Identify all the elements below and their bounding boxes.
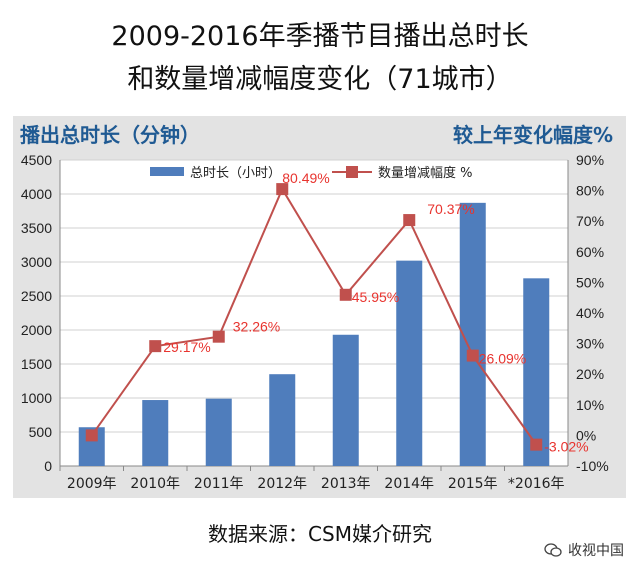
line-data-label: 70.37% [427, 201, 474, 217]
line-data-label: 80.49% [282, 170, 329, 186]
right-tick-label: -10% [576, 458, 609, 474]
left-tick-label: 0 [44, 458, 52, 474]
data-source: 数据来源：CSM媒介研究 [208, 522, 432, 546]
line-marker [276, 183, 289, 196]
line-marker [212, 330, 225, 343]
chart-title-line2: 和数量增减幅度变化（71城市） [127, 64, 513, 95]
left-tick-label: 3000 [21, 254, 52, 270]
right-tick-label: 40% [576, 305, 604, 321]
legend: 总时长（小时） 数量增减幅度 % [150, 165, 473, 181]
left-tick-label: 1000 [21, 390, 52, 406]
x-tick-label: 2009年 [67, 476, 117, 492]
bar [459, 202, 486, 466]
x-tick-label: 2013年 [321, 476, 371, 492]
bar [142, 400, 169, 466]
right-tick-label: 50% [576, 274, 604, 290]
right-tick-label: 70% [576, 213, 604, 229]
x-tick-label: 2014年 [384, 476, 434, 492]
line-data-label: 32.26% [233, 319, 280, 335]
right-tick-label: 10% [576, 397, 604, 413]
legend-bar-label: 总时长（小时） [190, 166, 281, 181]
line-data-label: -3.02% [544, 439, 588, 455]
wechat-icon [544, 543, 562, 557]
right-axis-heading: 较上年变化幅度% [452, 123, 613, 147]
legend-bar-swatch [150, 167, 184, 176]
plot-area [60, 160, 568, 466]
right-tick-label: 0% [576, 427, 596, 443]
growth-line [90, 186, 538, 446]
line-marker [403, 214, 416, 227]
line-marker [85, 429, 98, 442]
x-tick-label: 2010年 [130, 476, 180, 492]
left-tick-label: 1500 [21, 356, 52, 372]
line-data-label: 26.09% [479, 351, 526, 367]
watermark-text: 收视中国 [568, 543, 624, 559]
legend-line-label: 数量增减幅度 % [378, 165, 473, 181]
left-tick-label: 4500 [21, 152, 52, 168]
left-axis-heading: 播出总时长（分钟） [20, 123, 200, 147]
bar [523, 278, 550, 466]
bar [205, 398, 232, 466]
x-tick-label: 2012年 [257, 476, 307, 492]
line-marker [530, 438, 543, 451]
bar [269, 374, 296, 466]
x-tick-label: 2011年 [194, 476, 244, 492]
legend-line-marker [346, 166, 358, 178]
left-tick-label: 2500 [21, 288, 52, 304]
watermark: 收视中国 [544, 540, 624, 560]
right-tick-label: 20% [576, 366, 604, 382]
line-data-label: 45.95% [352, 289, 399, 305]
left-tick-label: 2000 [21, 322, 52, 338]
x-tick-label: *2016年 [508, 476, 565, 492]
chart-title-line1: 2009-2016年季播节目播出总时长 [111, 21, 529, 52]
line-marker [339, 288, 352, 301]
line-marker [466, 349, 479, 362]
right-tick-label: 30% [576, 336, 604, 352]
line-data-label: 29.17% [163, 339, 210, 355]
right-tick-label: 60% [576, 244, 604, 260]
left-tick-label: 3500 [21, 220, 52, 236]
right-tick-label: 90% [576, 152, 604, 168]
right-tick-label: 80% [576, 183, 604, 199]
left-tick-label: 500 [29, 424, 53, 440]
x-tick-label: 2015年 [448, 476, 498, 492]
bar [332, 334, 359, 466]
line-marker [149, 340, 162, 353]
left-tick-label: 4000 [21, 186, 52, 202]
bar [396, 260, 423, 466]
